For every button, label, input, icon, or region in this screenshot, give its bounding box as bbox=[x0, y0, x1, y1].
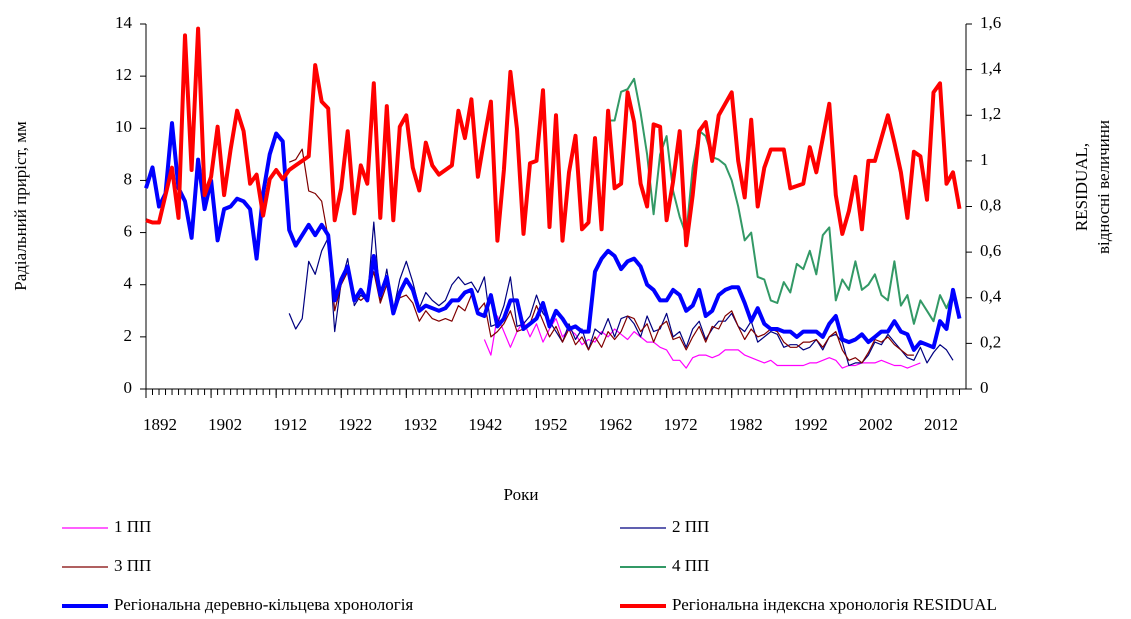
x-tick-label: 1922 bbox=[338, 415, 372, 434]
y-tick-label: 4 bbox=[124, 274, 133, 293]
x-tick-label: 1982 bbox=[729, 415, 763, 434]
series-line bbox=[608, 77, 954, 325]
x-tick-label: 1972 bbox=[664, 415, 698, 434]
y-tick-label: 14 bbox=[115, 13, 133, 32]
legend-label: Регіональна деревно-кільцева хронологія bbox=[114, 595, 413, 614]
legend-label: Регіональна індексна хронологія RESIDUAL bbox=[672, 595, 997, 614]
series-line bbox=[145, 26, 962, 248]
x-tick-label: 1912 bbox=[273, 415, 307, 434]
y2-tick-label: 0,6 bbox=[980, 241, 1001, 260]
y-tick-label: 2 bbox=[124, 326, 133, 345]
y2-tick-label: 1 bbox=[980, 150, 989, 169]
y2-axis-title: RESIDUAL, bbox=[1072, 143, 1091, 231]
y2-tick-label: 0,8 bbox=[980, 195, 1001, 214]
y-tick-label: 8 bbox=[124, 169, 133, 188]
x-tick-label: 1992 bbox=[794, 415, 828, 434]
series-line bbox=[483, 315, 921, 369]
y2-tick-label: 1,6 bbox=[980, 13, 1001, 32]
legend-label: 1 ПП bbox=[114, 517, 151, 536]
legend-label: 2 ПП bbox=[672, 517, 709, 536]
y2-tick-label: 0 bbox=[980, 378, 989, 397]
x-tick-label: 1962 bbox=[599, 415, 633, 434]
y-tick-label: 0 bbox=[124, 378, 133, 397]
y2-tick-label: 0,4 bbox=[980, 287, 1002, 306]
x-tick-label: 2012 bbox=[924, 415, 958, 434]
x-tick-label: 1932 bbox=[403, 415, 437, 434]
legend-label: 4 ПП bbox=[672, 556, 709, 575]
legend-label: 3 ПП bbox=[114, 556, 151, 575]
series-line bbox=[288, 221, 954, 367]
y-tick-label: 10 bbox=[115, 117, 132, 136]
x-tick-label: 2002 bbox=[859, 415, 893, 434]
y2-tick-label: 1,4 bbox=[980, 59, 1002, 78]
y2-axis-title: відносні величини bbox=[1094, 120, 1113, 254]
y2-tick-label: 1,2 bbox=[980, 104, 1001, 123]
x-tick-label: 1952 bbox=[533, 415, 567, 434]
x-tick-label: 1902 bbox=[208, 415, 242, 434]
y-axis-title: Радіальний приріст, мм bbox=[11, 121, 30, 291]
x-tick-label: 1942 bbox=[468, 415, 502, 434]
y-tick-label: 12 bbox=[115, 65, 132, 84]
x-axis-title: Роки bbox=[504, 485, 539, 504]
series-line bbox=[144, 121, 962, 352]
x-tick-label: 1892 bbox=[143, 415, 177, 434]
y-tick-label: 6 bbox=[124, 221, 133, 240]
y2-tick-label: 0,2 bbox=[980, 332, 1001, 351]
